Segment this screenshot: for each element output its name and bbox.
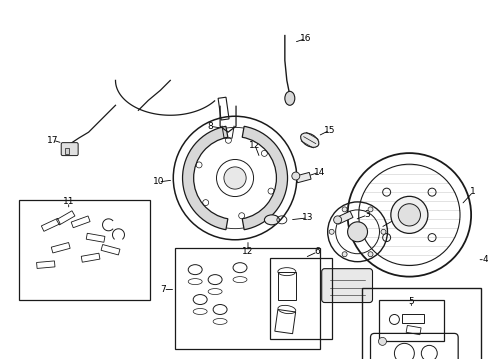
Bar [269, 258, 331, 339]
Bar [218, 97, 228, 120]
Circle shape [291, 172, 299, 180]
Text: 11: 11 [63, 197, 74, 206]
Wedge shape [242, 126, 287, 230]
Text: 1: 1 [469, 188, 475, 197]
Text: 13: 13 [302, 213, 313, 222]
Bar [274, 310, 295, 334]
Circle shape [367, 207, 372, 212]
Text: 12: 12 [249, 141, 260, 150]
Bar [295, 172, 310, 183]
Circle shape [380, 229, 385, 234]
Text: 8: 8 [207, 122, 213, 131]
Text: 7: 7 [160, 285, 166, 294]
Ellipse shape [285, 91, 294, 105]
Bar [64, 148, 68, 154]
Bar [277, 272, 295, 300]
Text: 16: 16 [300, 34, 311, 43]
Text: 15: 15 [323, 126, 335, 135]
Text: 12: 12 [242, 247, 253, 256]
Circle shape [224, 167, 245, 189]
Circle shape [342, 207, 346, 212]
Text: 10: 10 [152, 177, 164, 186]
FancyBboxPatch shape [61, 143, 78, 156]
Bar [335, 211, 352, 224]
Bar [402, 315, 424, 323]
Circle shape [397, 204, 420, 226]
Wedge shape [182, 126, 227, 230]
Bar [379, 300, 443, 341]
Circle shape [328, 229, 333, 234]
Text: 3: 3 [364, 210, 369, 219]
Text: 5: 5 [407, 297, 413, 306]
Text: 6: 6 [314, 247, 320, 256]
Bar [175, 248, 319, 349]
Bar [406, 325, 420, 335]
Ellipse shape [264, 215, 279, 225]
Text: 14: 14 [313, 167, 325, 176]
FancyBboxPatch shape [321, 269, 372, 302]
Circle shape [390, 196, 427, 233]
Circle shape [347, 222, 367, 242]
Text: 4: 4 [481, 255, 487, 264]
Text: 9: 9 [354, 287, 360, 296]
Circle shape [367, 252, 372, 257]
Bar [19, 200, 150, 300]
Circle shape [333, 216, 341, 224]
Circle shape [342, 252, 346, 257]
Bar [361, 288, 480, 360]
Ellipse shape [300, 133, 318, 147]
Text: 17: 17 [47, 136, 59, 145]
Text: 2: 2 [391, 215, 396, 224]
Circle shape [378, 337, 386, 345]
